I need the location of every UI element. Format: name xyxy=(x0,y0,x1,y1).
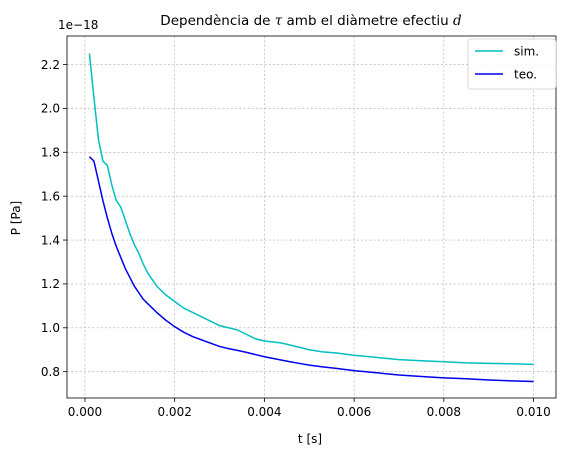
y-offset-label: 1e−18 xyxy=(58,18,98,32)
legend-label-teo: teo. xyxy=(514,68,537,82)
x-tick-label: 0.006 xyxy=(337,405,371,419)
y-tick-label: 1.4 xyxy=(41,233,60,247)
legend: sim. teo. xyxy=(467,38,557,90)
x-axis-label: t [s] xyxy=(298,432,322,446)
plot-frame xyxy=(66,35,557,399)
y-tick-label: 1.6 xyxy=(41,189,60,203)
legend-label-sim: sim. xyxy=(514,45,539,59)
x-tick-label: 0.002 xyxy=(157,405,191,419)
legend-box xyxy=(467,38,557,90)
chart-title: Dependència de τ amb el diàmetre efectiu… xyxy=(160,13,462,29)
y-tick-label: 1.2 xyxy=(41,277,60,291)
x-tick-label: 0.000 xyxy=(68,405,102,419)
x-tick-label: 0.008 xyxy=(427,405,461,419)
y-tick-label: 1.8 xyxy=(41,146,60,160)
x-axis-ticks: 0.000 0.002 0.004 0.006 0.008 0.010 xyxy=(68,398,551,419)
y-tick-label: 1.0 xyxy=(41,321,60,335)
y-tick-label: 2.2 xyxy=(41,58,60,72)
y-axis-ticks: 0.8 1.0 1.2 1.4 1.6 1.8 2.0 2.2 xyxy=(41,58,67,379)
y-tick-label: 2.0 xyxy=(41,102,60,116)
x-tick-label: 0.010 xyxy=(516,405,550,419)
series-line-sim xyxy=(88,53,534,366)
grid xyxy=(67,36,556,398)
series-lines xyxy=(88,53,534,383)
x-tick-label: 0.004 xyxy=(247,405,281,419)
y-axis-label: P [Pa] xyxy=(9,201,23,235)
series-line-teo xyxy=(88,156,534,383)
y-tick-label: 0.8 xyxy=(41,365,60,379)
